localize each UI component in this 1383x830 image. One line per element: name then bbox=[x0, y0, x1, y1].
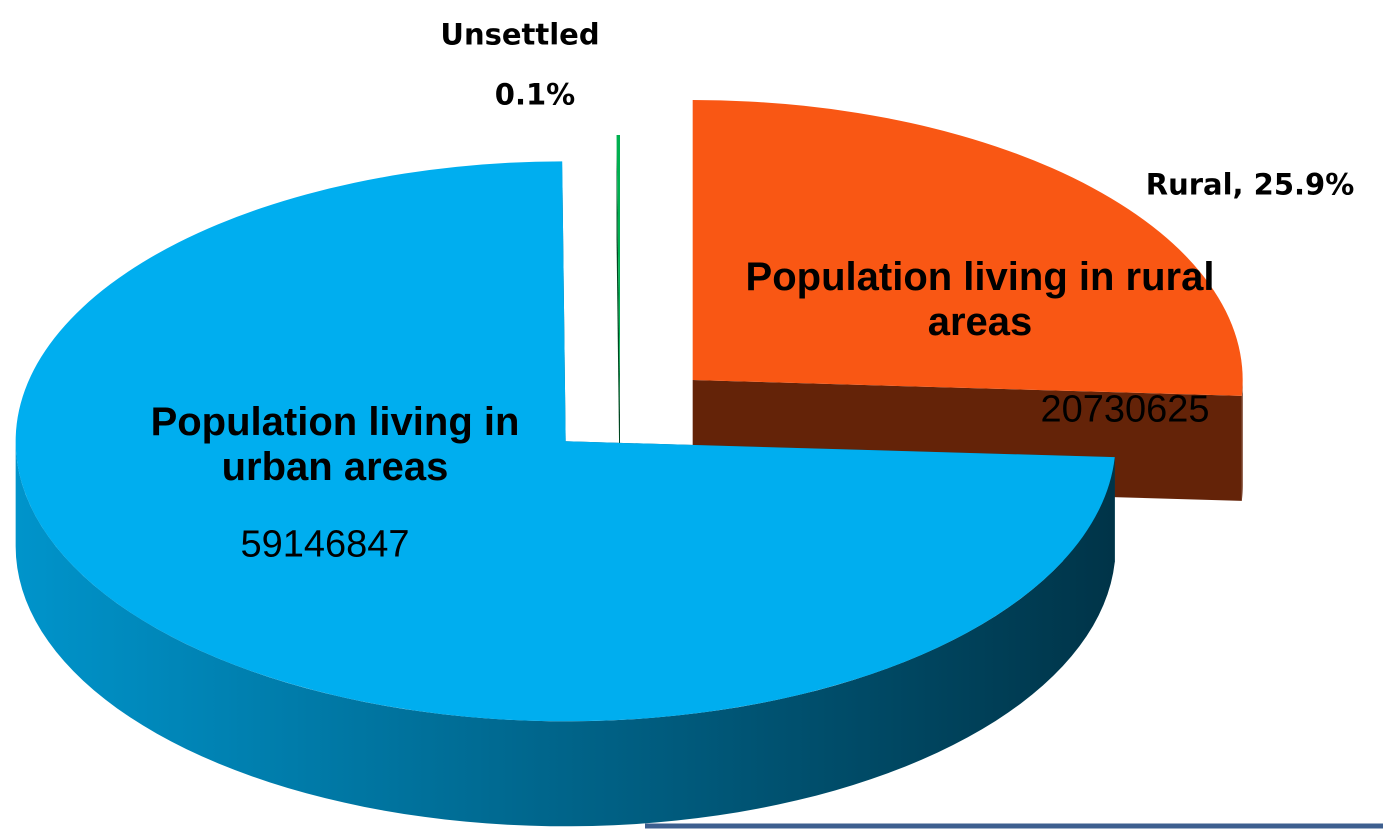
slice-side bbox=[15, 441, 1115, 827]
slice bbox=[616, 135, 620, 415]
category-label: Population living in urban areas bbox=[150, 399, 520, 489]
slice-side bbox=[1241, 380, 1243, 501]
slice-cut-wall bbox=[616, 135, 620, 520]
slice bbox=[692, 100, 1243, 396]
slice bbox=[15, 161, 1115, 722]
category-label: Population living in rural areas bbox=[745, 254, 1215, 344]
count-label: 59146847 bbox=[240, 523, 410, 566]
category-label: Unsettled bbox=[440, 17, 600, 52]
count-label: 20730625 bbox=[1040, 388, 1210, 431]
data-label: 0.1% bbox=[494, 77, 576, 112]
data-label: Rural, 25.9% bbox=[1145, 167, 1355, 202]
